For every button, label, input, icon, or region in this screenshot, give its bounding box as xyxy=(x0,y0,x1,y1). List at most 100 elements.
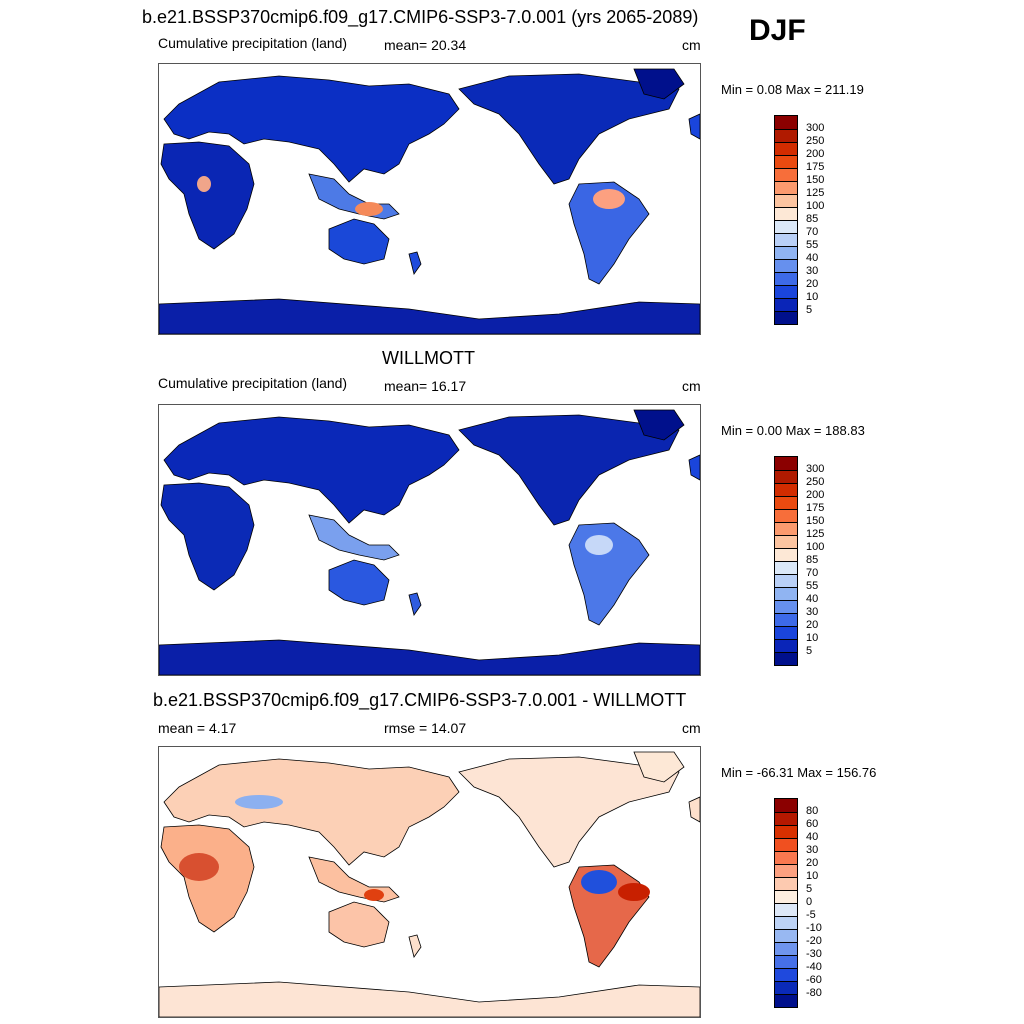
colorbar-swatch xyxy=(775,470,797,483)
colorbar-tick-label: -80 xyxy=(806,987,822,999)
colorbar-swatch xyxy=(775,233,797,246)
panel3-map-svg xyxy=(159,751,700,1017)
land-eurasia xyxy=(163,758,460,866)
colorbar-tick-label: 80 xyxy=(806,805,819,817)
panel2-left-label: Cumulative precipitation (land) xyxy=(158,375,348,391)
colorbar-tick-label: 175 xyxy=(806,161,825,173)
panel1-colorbar-ticks: 300 250 200 175 150 125 100 85 70 55 40 30 20 10 5 xyxy=(806,122,824,317)
colorbar-swatch xyxy=(775,851,797,864)
colorbar-swatch xyxy=(775,838,797,851)
colorbar-swatch xyxy=(775,942,797,955)
land-samerica xyxy=(568,181,650,285)
colorbar-tick-label: 30 xyxy=(806,844,819,856)
panel3-colorbar xyxy=(774,798,798,1008)
colorbar-tick-label: 5 xyxy=(806,645,813,657)
colorbar-tick-label: 125 xyxy=(806,528,825,540)
land-seasia xyxy=(308,173,400,220)
panel2-map xyxy=(158,404,701,676)
colorbar-swatch xyxy=(775,246,797,259)
colorbar-swatch xyxy=(775,259,797,272)
colorbar-tick-label: -30 xyxy=(806,948,822,960)
land-greenland xyxy=(633,409,685,441)
land-antarctica xyxy=(159,981,700,1017)
colorbar-swatch xyxy=(775,311,797,324)
panel2-colorbar xyxy=(774,456,798,666)
colorbar-tick-label: -5 xyxy=(806,909,816,921)
colorbar-swatch xyxy=(775,825,797,838)
panel3-mean: mean = 4.17 xyxy=(158,720,237,736)
panel2-map-svg xyxy=(159,409,700,675)
precip-anomaly-patch xyxy=(355,202,383,216)
precip-anomaly-patch xyxy=(179,853,219,881)
land-namerica xyxy=(458,414,680,526)
colorbar-tick-label: 0 xyxy=(806,896,813,908)
colorbar-swatch xyxy=(775,613,797,626)
colorbar-swatch xyxy=(775,207,797,220)
colorbar-swatch xyxy=(775,496,797,509)
colorbar-tick-label: 10 xyxy=(806,291,819,303)
colorbar-tick-label: 30 xyxy=(806,606,819,618)
colorbar-swatch xyxy=(775,548,797,561)
colorbar-swatch xyxy=(775,483,797,496)
precip-anomaly-patch xyxy=(364,889,384,901)
colorbar-swatch xyxy=(775,968,797,981)
precip-anomaly-patch xyxy=(197,176,211,192)
panel2-units: cm xyxy=(682,378,701,394)
land-seasia xyxy=(308,856,400,903)
precip-anomaly-patch xyxy=(585,535,613,555)
land-australia xyxy=(328,218,390,265)
land-uk xyxy=(688,113,700,140)
colorbar-swatch xyxy=(775,799,797,812)
panel3-rmse: rmse = 14.07 xyxy=(384,720,467,736)
panel2-mean: mean= 16.17 xyxy=(384,378,467,394)
colorbar-swatch xyxy=(775,116,797,129)
land-nz xyxy=(408,934,422,958)
colorbar-tick-label: -60 xyxy=(806,974,822,986)
colorbar-swatch xyxy=(775,600,797,613)
colorbar-tick-label: 85 xyxy=(806,213,819,225)
colorbar-swatch xyxy=(775,129,797,142)
colorbar-tick-label: 10 xyxy=(806,870,819,882)
land-nz xyxy=(408,251,422,275)
colorbar-tick-label: 20 xyxy=(806,278,819,290)
colorbar-swatch xyxy=(775,155,797,168)
precip-anomaly-patch xyxy=(593,189,625,209)
panel3-map xyxy=(158,746,701,1018)
colorbar-tick-label: -40 xyxy=(806,961,822,973)
colorbar-tick-label: 40 xyxy=(806,831,819,843)
colorbar-swatch xyxy=(775,457,797,470)
colorbar-swatch xyxy=(775,298,797,311)
land-seasia xyxy=(308,514,400,561)
panel1-mean: mean= 20.34 xyxy=(384,37,467,53)
colorbar-tick-label: 150 xyxy=(806,515,825,527)
panel3-minmax: Min = -66.31 Max = 156.76 xyxy=(721,765,877,780)
panel1-colorbar xyxy=(774,115,798,325)
land-australia xyxy=(328,901,390,948)
colorbar-swatch xyxy=(775,981,797,994)
colorbar-swatch xyxy=(775,639,797,652)
colorbar-swatch xyxy=(775,194,797,207)
colorbar-tick-label: 200 xyxy=(806,489,825,501)
panel1-units: cm xyxy=(682,37,701,53)
colorbar-swatch xyxy=(775,561,797,574)
colorbar-tick-label: 10 xyxy=(806,632,819,644)
colorbar-swatch xyxy=(775,587,797,600)
panel2-colorbar-ticks: 300 250 200 175 150 125 100 85 70 55 40 30 20 10 5 xyxy=(806,463,824,658)
colorbar-swatch xyxy=(775,181,797,194)
colorbar-swatch xyxy=(775,877,797,890)
colorbar-tick-label: 300 xyxy=(806,122,825,134)
colorbar-swatch xyxy=(775,916,797,929)
colorbar-tick-label: 70 xyxy=(806,567,819,579)
panel3-colorbar-ticks: 80 60 40 30 20 10 5 0 -5 -10 -20 -30 -40 -60 -80 xyxy=(806,805,822,1000)
panel1-title: b.e21.BSSP370cmip6.f09_g17.CMIP6-SSP3-7.… xyxy=(142,7,699,27)
colorbar-tick-label: 30 xyxy=(806,265,819,277)
land-eurasia xyxy=(163,416,460,524)
colorbar-tick-label: 60 xyxy=(806,818,819,830)
colorbar-tick-label: 250 xyxy=(806,135,825,147)
colorbar-swatch xyxy=(775,890,797,903)
colorbar-tick-label: 5 xyxy=(806,304,813,316)
precip-anomaly-patch xyxy=(618,883,650,901)
colorbar-swatch xyxy=(775,864,797,877)
land-namerica xyxy=(458,73,680,185)
colorbar-tick-label: 55 xyxy=(806,239,819,251)
